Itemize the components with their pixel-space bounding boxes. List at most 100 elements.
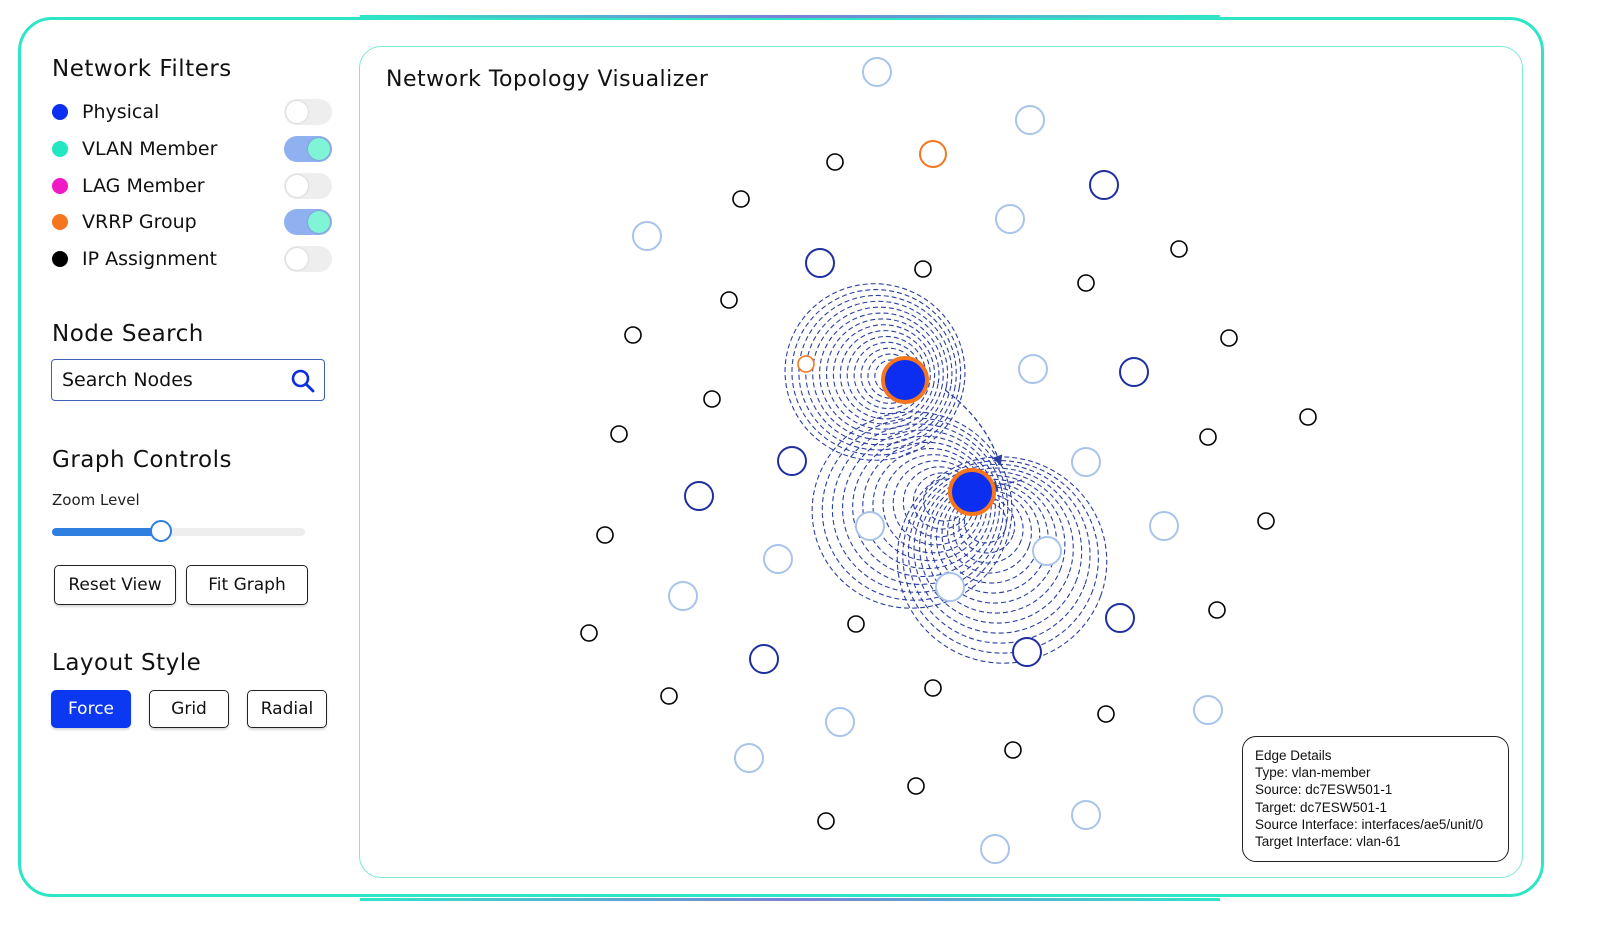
vlan-node-light (632, 221, 662, 251)
ip-assignment-node (1097, 705, 1115, 723)
filter-row-vlan-member: VLAN Member (52, 136, 332, 162)
fit-graph-button[interactable]: Fit Graph (186, 565, 308, 605)
ip-assignment-node (1220, 329, 1238, 347)
filter-row-lag-member: LAG Member (52, 173, 332, 199)
vlan-node-light (1032, 536, 1062, 566)
zoom-level-label: Zoom Level (52, 491, 140, 509)
vlan-node-light (668, 581, 698, 611)
vlan-node-dark (1089, 170, 1119, 200)
toggle-lag-member[interactable] (284, 173, 332, 199)
edge-details-heading: Edge Details (1255, 748, 1332, 763)
toggle-vrrp-group[interactable] (284, 209, 332, 235)
ip-assignment-node (580, 624, 598, 642)
network-graph-canvas[interactable] (360, 47, 1523, 878)
toggle-physical[interactable] (284, 99, 332, 125)
node-search-title: Node Search (52, 321, 204, 347)
vlan-node-light (734, 743, 764, 773)
toggle-knob (286, 248, 308, 270)
vlan-node-dark (684, 481, 714, 511)
reset-view-button[interactable]: Reset View (54, 565, 176, 605)
vlan-node-light (763, 544, 793, 574)
filter-label-vlan-member: VLAN Member (82, 138, 218, 160)
layout-grid-button[interactable]: Grid (149, 690, 229, 728)
vlan-node-light (1193, 695, 1223, 725)
vlan-node-dark (1105, 603, 1135, 633)
toggle-knob (286, 101, 308, 123)
ip-assignment-node (1077, 274, 1095, 292)
vlan-edge (791, 289, 962, 456)
filter-label-vrrp-group: VRRP Group (82, 211, 197, 233)
vlan-node-light (995, 204, 1025, 234)
vlan-node-dark (749, 644, 779, 674)
lag-member-dot-icon (52, 178, 68, 194)
physical-hub-node (881, 356, 929, 404)
network-filters-title: Network Filters (52, 56, 232, 82)
toggle-knob (308, 138, 330, 160)
edge-source: Source: dc7ESW501-1 (1255, 782, 1393, 798)
zoom-slider-fill (52, 528, 161, 536)
filter-row-ip-assignment: IP Assignment (52, 246, 332, 272)
zoom-slider[interactable] (52, 520, 305, 542)
vlan-edge (821, 417, 1009, 601)
ip-assignment-node (596, 526, 614, 544)
frame-accent-top (360, 15, 1220, 18)
ip-assignment-node (720, 291, 738, 309)
vlan-edge (831, 423, 1005, 593)
ip-assignment-node (826, 153, 844, 171)
vlan-node-light (1071, 447, 1101, 477)
search-icon[interactable] (290, 368, 316, 394)
vlan-node-dark (777, 446, 807, 476)
layout-radial-button[interactable]: Radial (247, 690, 327, 728)
ip-assignment-node (660, 687, 678, 705)
ip-assignment-node (817, 812, 835, 830)
ip-assignment-node (703, 390, 721, 408)
ip-assignment-node (732, 190, 750, 208)
zoom-slider-thumb[interactable] (149, 520, 172, 542)
vlan-edge (924, 474, 1066, 614)
toggle-vlan-member[interactable] (284, 136, 332, 162)
ip-assignment-node (1257, 512, 1275, 530)
vlan-edge (919, 471, 1074, 624)
layout-style-title: Layout Style (52, 650, 202, 676)
ip-assignment-node (1199, 428, 1217, 446)
edge-target: Target: dc7ESW501-1 (1255, 799, 1388, 815)
edge-target-interface: Target Interface: vlan-61 (1255, 834, 1401, 850)
ip-assignment-node (924, 679, 942, 697)
vlan-edge-arrow (944, 389, 1003, 466)
vlan-edge-arrow (986, 479, 1023, 491)
vrrp-node (919, 140, 947, 168)
vlan-edge (825, 318, 940, 430)
vlan-edge (811, 411, 1013, 609)
ip-assignment-node (1004, 741, 1022, 759)
ip-assignment-node (1170, 240, 1188, 258)
filter-label-physical: Physical (82, 101, 160, 123)
vlan-node-light (855, 511, 885, 541)
toggle-ip-assignment[interactable] (284, 246, 332, 272)
graph-controls-title: Graph Controls (52, 447, 232, 473)
ip-assignment-node (1208, 601, 1226, 619)
ip-assignment-node (624, 326, 642, 344)
vlan-node-light (1015, 105, 1045, 135)
edge-source-interface: Source Interface: interfaces/ae5/unit/0 (1255, 816, 1484, 832)
toggle-knob (286, 175, 308, 197)
vlan-edge (907, 463, 1091, 644)
frame-accent-bottom (360, 898, 1220, 901)
filter-label-ip-assignment: IP Assignment (82, 248, 217, 270)
vlan-edge (798, 294, 957, 451)
edge-type: Type: vlan-member (1255, 765, 1371, 781)
graph-title: Network Topology Visualizer (386, 67, 709, 92)
vlan-edge (896, 456, 1108, 664)
layout-force-button[interactable]: Force (51, 690, 131, 728)
vlan-node-dark (1119, 357, 1149, 387)
vlan-node-light (1149, 511, 1179, 541)
search-input[interactable] (62, 368, 282, 392)
vrrp-group-dot-icon (52, 214, 68, 230)
vlan-node-dark (805, 248, 835, 278)
vlan-edge (913, 467, 1083, 634)
search-box (51, 359, 325, 401)
vlan-node-light (935, 572, 965, 602)
filter-label-lag-member: LAG Member (82, 175, 205, 197)
vlan-node-light (1071, 800, 1101, 830)
physical-dot-icon (52, 104, 68, 120)
ip-assignment-node (914, 260, 932, 278)
